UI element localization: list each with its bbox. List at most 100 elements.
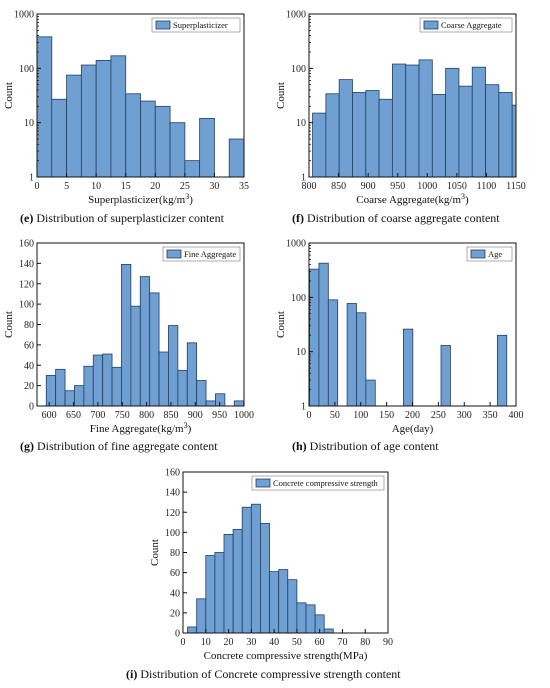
x-tick-label: 80 xyxy=(360,637,370,648)
y-axis-label: Count xyxy=(149,539,161,566)
legend-label: Superplasticizer xyxy=(173,20,228,30)
legend-swatch xyxy=(423,20,439,30)
bar-i-5 xyxy=(232,528,243,634)
bar-i-9 xyxy=(269,571,280,634)
x-tick-label: 10 xyxy=(201,637,211,648)
bar-g-9 xyxy=(130,305,141,407)
bar-f-10 xyxy=(445,67,460,178)
bar-e-7 xyxy=(140,100,156,178)
bar-i-15 xyxy=(323,628,334,634)
x-tick-label: 20 xyxy=(150,181,160,192)
x-tick-label: 50 xyxy=(292,637,302,648)
bar-i-12 xyxy=(296,602,307,634)
y-tick-label: 100 xyxy=(291,293,306,304)
bar-g-4 xyxy=(83,365,94,407)
bar-f-1 xyxy=(325,93,340,178)
y-tick-label: 140 xyxy=(19,259,34,270)
x-tick-label: 90 xyxy=(383,637,393,648)
bar-e-8 xyxy=(154,105,171,178)
bar-e-2 xyxy=(66,74,82,178)
bar-g-12 xyxy=(158,351,169,407)
bar-f-7 xyxy=(405,64,420,178)
x-tick-label: 1000 xyxy=(417,181,437,192)
y-tick-label: 0 xyxy=(175,629,180,640)
bar-g-8 xyxy=(121,263,132,407)
y-tick-label: 20 xyxy=(24,381,34,392)
bar-i-0 xyxy=(187,626,198,634)
x-tick-label: 60 xyxy=(315,637,325,648)
bar-e-10 xyxy=(184,160,201,178)
figure-caption-f: (f) Distribution of coarse aggregate con… xyxy=(292,211,500,225)
x-tick-label: 40 xyxy=(269,637,279,648)
bar-i-10 xyxy=(278,569,289,634)
plot-frame-e xyxy=(36,13,245,178)
y-tick-label: 20 xyxy=(170,608,180,619)
x-tick-label: 35 xyxy=(239,181,249,192)
x-tick-label: 350 xyxy=(483,410,498,421)
legend-swatch xyxy=(470,249,486,259)
legend-label: Fine Aggregate xyxy=(184,249,236,259)
x-tick-label: 50 xyxy=(330,410,340,421)
bar-h-8 xyxy=(496,334,508,407)
chart-panel-h: 0 50 100 150 200 250 300 350 400 1 10 100 1000 Age(da… xyxy=(275,239,524,454)
x-tick-label: 200 xyxy=(405,410,420,421)
bar-g-19 xyxy=(233,400,245,407)
bar-g-15 xyxy=(186,342,198,407)
figure-caption-i: (i) Distribution of Concrete compressive… xyxy=(126,667,401,681)
x-tick-label: 800 xyxy=(302,181,317,192)
x-tick-label: 650 xyxy=(66,410,81,421)
bar-h-3 xyxy=(346,303,357,407)
x-tick-label: 5 xyxy=(64,181,69,192)
x-tick-label: 700 xyxy=(90,410,105,421)
legend-label: Age xyxy=(488,249,502,259)
figure-caption-h: (h) Distribution of age content xyxy=(292,439,439,453)
bar-e-6 xyxy=(125,93,141,178)
y-tick-label: 100 xyxy=(291,64,306,75)
x-tick-label: 20 xyxy=(224,637,234,648)
y-tick-label: 100 xyxy=(19,300,34,311)
bar-g-10 xyxy=(139,276,151,407)
x-tick-label: 750 xyxy=(115,410,130,421)
y-tick-label: 1 xyxy=(29,173,34,184)
bar-f-11 xyxy=(458,85,473,178)
bar-f-0 xyxy=(312,112,327,178)
bar-g-17 xyxy=(205,400,216,407)
bar-e-5 xyxy=(110,55,127,178)
bar-f-2 xyxy=(338,79,353,178)
bar-e-4 xyxy=(95,59,112,178)
chart-panel-f: 800 850 900 950 1000 1050 1100 11501101001000Co… xyxy=(275,10,526,226)
x-tick-label: 10 xyxy=(91,181,101,192)
y-tick-label: 120 xyxy=(19,279,34,290)
x-tick-label: 900 xyxy=(361,181,376,192)
y-tick-label: 160 xyxy=(165,468,180,479)
x-tick-label: 150 xyxy=(379,410,394,421)
y-tick-label: 1 xyxy=(301,402,306,413)
bar-f-15 xyxy=(511,104,517,178)
legend-box xyxy=(251,475,385,491)
chart-panel-e: 0 5 10 15 20 25 30 35 1 10 100 1000 Superplasticizer… xyxy=(3,10,249,226)
bar-f-6 xyxy=(391,63,407,178)
y-axis-label: Count xyxy=(275,82,287,109)
x-tick-label: 850 xyxy=(331,181,346,192)
y-tick-label: 140 xyxy=(165,488,180,499)
y-tick-label: 1000 xyxy=(286,239,306,250)
x-tick-label: 100 xyxy=(353,410,368,421)
x-tick-label: 25 xyxy=(180,181,190,192)
bar-f-14 xyxy=(498,92,513,178)
bar-f-13 xyxy=(485,84,500,178)
bar-g-5 xyxy=(92,354,104,407)
x-tick-label: 70 xyxy=(337,637,347,648)
bar-g-6 xyxy=(102,353,113,407)
bar-h-6 xyxy=(403,328,414,407)
bar-g-1 xyxy=(55,368,66,407)
y-tick-label: 0 xyxy=(29,402,34,413)
bar-i-3 xyxy=(214,552,225,634)
bar-g-7 xyxy=(111,366,122,407)
bar-f-9 xyxy=(431,94,447,178)
y-tick-label: 60 xyxy=(24,340,34,351)
x-tick-label: 900 xyxy=(188,410,203,421)
x-tick-label: 1000 xyxy=(234,410,254,421)
legend-label: Coarse Aggregate xyxy=(441,20,502,30)
y-axis-label: Count xyxy=(3,82,15,109)
